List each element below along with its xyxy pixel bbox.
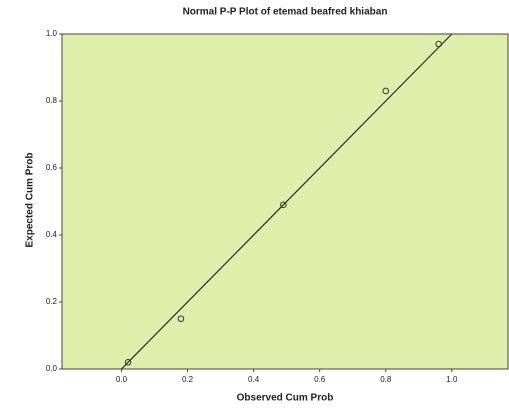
x-tick-label: 0.2 (182, 375, 194, 384)
plot-area (61, 33, 509, 370)
y-tick-label: 0.8 (46, 96, 58, 105)
y-tick-label: 0.0 (46, 364, 58, 373)
chart-title: Normal P-P Plot of etemad beafred khiaba… (183, 7, 388, 18)
point (435, 40, 442, 48)
x-tick-label: 0.6 (314, 375, 326, 384)
x-tick-label: 0.8 (380, 375, 392, 384)
point (280, 201, 287, 209)
x-tick-label: 1.0 (446, 375, 458, 384)
point (124, 359, 132, 366)
y-tick-label: 0.6 (46, 163, 58, 172)
reference-line (121, 33, 453, 370)
x-tick-label: 0.0 (116, 375, 128, 384)
x-axis-label: Observed Cum Prob (237, 393, 334, 404)
point (177, 315, 185, 323)
y-tick-label: 0.4 (46, 230, 58, 239)
y-axis-label: Expected Cum Prob (25, 152, 36, 247)
y-tick-label: 0.2 (46, 297, 58, 306)
y-tick-label: 1.0 (46, 29, 58, 38)
x-tick-label: 0.4 (248, 375, 260, 384)
point (382, 87, 390, 95)
